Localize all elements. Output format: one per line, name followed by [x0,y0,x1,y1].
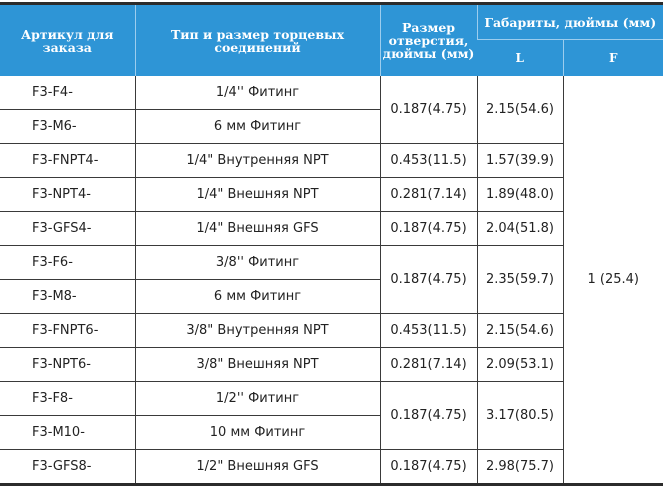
type-cell: 6 мм Фитинг [134,279,380,314]
table-row: F3-NPT6- 3/8" Внешняя NPT 0.281(7.14) 2.… [0,347,663,382]
article-cell: F3-FNPT4- [0,143,135,178]
length-cell: 2.09(53.1) [476,347,563,382]
article-cell: F3-F6- [0,245,135,280]
type-cell: 3/8" Внутренняя NPT [134,313,380,348]
length-cell: 2.35(59.7) [476,245,563,314]
table-row: F3-M8- 6 мм Фитинг [0,279,663,314]
table-row: F3-GFS4- 1/4" Внешняя GFS 0.187(4.75) 2.… [0,211,663,246]
table-row: F3-NPT4- 1/4" Внешняя NPT 0.281(7.14) 1.… [0,177,663,212]
hole-cell: 0.453(11.5) [379,313,477,348]
type-cell: 1/2" Внешняя GFS [134,449,380,486]
hole-cell: 0.453(11.5) [379,143,477,178]
table-row: F3-F8- 1/2'' Фитинг 0.187(4.75) 3.17(80.… [0,381,663,450]
hole-cell: 0.187(4.75) [379,211,477,246]
table-row: F3-F6- 3/8'' Фитинг 0.187(4.75) 2.35(59.… [0,245,663,314]
length-cell: 1.57(39.9) [476,143,563,178]
type-cell: 3/8" Внешняя NPT [134,347,380,382]
article-cell: F3-NPT4- [0,177,135,212]
type-cell: 6 мм Фитинг [134,109,380,144]
table-row: F3-M10- 10 мм Фитинг [0,415,663,450]
length-cell: 1.89(48.0) [476,177,563,212]
hole-cell: 0.187(4.75) [379,381,477,450]
article-cell: F3-NPT6- [0,347,135,382]
header-dimensions: Габариты, дюймы (мм) [476,2,663,40]
length-cell: 2.15(54.6) [476,76,563,144]
header-article: Артикул для заказа [0,2,135,76]
article-cell: F3-F4- [32,85,73,100]
article-cell: F3-M8- [0,279,135,314]
f-cell: 1 (25.4) [562,76,663,486]
length-cell: 2.15(54.6) [476,313,563,348]
length-cell: 2.98(75.7) [476,449,563,486]
type-cell: 3/8'' Фитинг [134,245,380,280]
hole-cell: 0.187(4.75) [379,245,477,314]
header-type: Тип и размер торцевых соединений [134,2,380,76]
type-cell: 1/4" Внешняя GFS [134,211,380,246]
article-cell: F3-M10- [0,415,135,450]
type-cell: 1/4" Внешняя NPT [134,177,380,212]
article-cell: F3-F8- [0,381,135,416]
table-row: F3-FNPT6- 3/8" Внутренняя NPT 0.453(11.5… [0,313,663,348]
type-cell: 1/4" Внутренняя NPT [134,143,380,178]
hole-cell: 0.187(4.75) [379,449,477,486]
header-hole-size: Размер отверстия, дюймы (мм) [379,2,477,76]
length-cell: 3.17(80.5) [476,381,563,450]
article-cell: F3-GFS8- [0,449,135,486]
length-cell: 2.04(51.8) [476,211,563,246]
article-cell: F3-FNPT6- [0,313,135,348]
header-F: F [562,39,663,76]
type-cell: 1/4'' Фитинг [134,76,380,110]
article-cell: F3-M6- [0,109,135,144]
table-row: F3-F4- 1/4'' Фитинг 0.187(4.75) 2.15(54.… [0,76,663,486]
table-row: F3-M6- 6 мм Фитинг [0,109,663,144]
hole-cell: 0.281(7.14) [379,347,477,382]
table-row: F3-FNPT4- 1/4" Внутренняя NPT 0.453(11.5… [0,143,663,178]
hole-cell: 0.281(7.14) [379,177,477,212]
hole-cell: 0.187(4.75) [379,76,477,144]
type-cell: 10 мм Фитинг [134,415,380,450]
type-cell: 1/2'' Фитинг [134,381,380,416]
table-row: F3-GFS8- 1/2" Внешняя GFS 0.187(4.75) 2.… [0,449,663,486]
article-cell: F3-GFS4- [0,211,135,246]
header-L: L [477,39,563,76]
